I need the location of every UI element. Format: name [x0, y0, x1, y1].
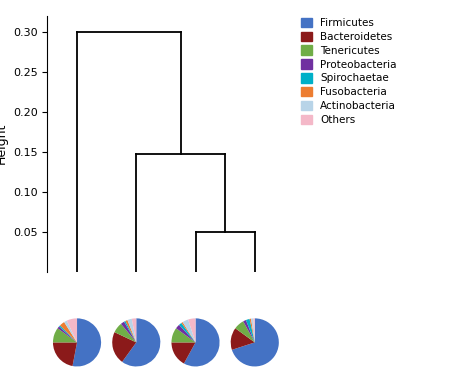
Wedge shape — [64, 320, 77, 342]
Wedge shape — [251, 319, 255, 342]
Wedge shape — [235, 321, 255, 342]
Wedge shape — [246, 319, 255, 342]
Wedge shape — [249, 319, 255, 342]
Wedge shape — [253, 318, 255, 342]
Wedge shape — [73, 318, 101, 366]
Wedge shape — [182, 322, 195, 342]
Wedge shape — [124, 321, 136, 342]
Wedge shape — [188, 318, 196, 342]
Wedge shape — [122, 318, 160, 366]
Wedge shape — [172, 328, 195, 342]
Wedge shape — [115, 324, 136, 342]
Wedge shape — [121, 322, 136, 342]
Wedge shape — [53, 342, 77, 366]
Wedge shape — [67, 318, 77, 342]
Wedge shape — [112, 332, 136, 362]
Wedge shape — [231, 328, 255, 350]
Wedge shape — [172, 342, 195, 364]
Wedge shape — [125, 320, 136, 342]
Wedge shape — [232, 318, 279, 366]
Wedge shape — [132, 318, 136, 342]
Wedge shape — [57, 326, 77, 342]
Wedge shape — [128, 319, 136, 342]
Wedge shape — [60, 322, 77, 342]
Wedge shape — [243, 320, 255, 342]
Legend: Firmicutes, Bacteroidetes, Tenericutes, Proteobacteria, Spirochaetae, Fusobacter: Firmicutes, Bacteroidetes, Tenericutes, … — [299, 16, 399, 127]
Wedge shape — [59, 326, 77, 342]
Y-axis label: Height: Height — [0, 123, 8, 164]
Wedge shape — [182, 320, 195, 342]
Wedge shape — [53, 328, 77, 343]
Wedge shape — [179, 323, 195, 342]
Wedge shape — [176, 325, 195, 342]
Wedge shape — [184, 318, 219, 366]
